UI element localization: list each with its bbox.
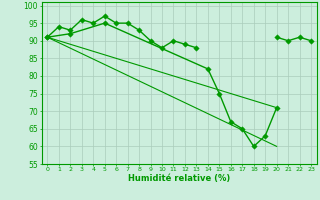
X-axis label: Humidité relative (%): Humidité relative (%) [128,174,230,183]
